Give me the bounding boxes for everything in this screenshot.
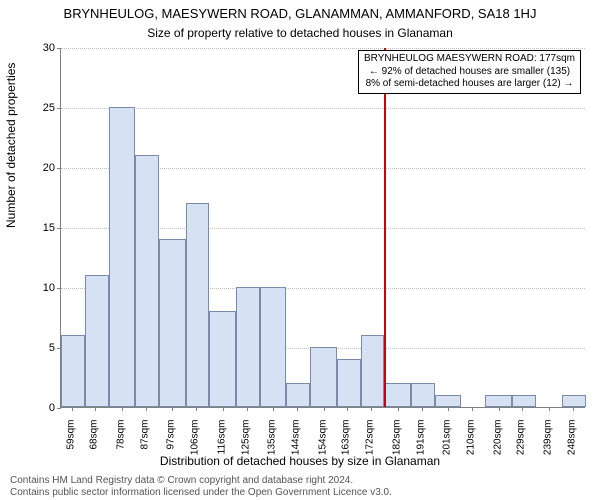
gridline: [61, 108, 585, 109]
x-tick-mark: [95, 407, 96, 411]
x-tick-mark: [196, 407, 197, 411]
page-title: BRYNHEULOG, MAESYWERN ROAD, GLANAMMAN, A…: [0, 6, 600, 21]
x-tick-mark: [273, 407, 274, 411]
histogram-bar: [85, 275, 109, 407]
x-tick-label: 68sqm: [89, 420, 100, 470]
x-tick-mark: [499, 407, 500, 411]
x-tick-label: 144sqm: [290, 420, 301, 470]
histogram-bar: [562, 395, 586, 407]
y-tick-label: 10: [25, 282, 55, 294]
property-marker-line: [384, 48, 386, 407]
x-tick-label: 210sqm: [465, 420, 476, 470]
x-tick-label: 135sqm: [267, 420, 278, 470]
histogram-bar: [186, 203, 210, 407]
annotation-line-2: ← 92% of detached houses are smaller (13…: [364, 66, 575, 79]
y-tick-mark: [57, 108, 61, 109]
y-tick-label: 30: [25, 42, 55, 54]
x-tick-mark: [573, 407, 574, 411]
annotation-line-1: BRYNHEULOG MAESYWERN ROAD: 177sqm: [364, 53, 575, 66]
y-tick-label: 20: [25, 162, 55, 174]
x-tick-label: 201sqm: [442, 420, 453, 470]
chart-plot-area: BRYNHEULOG MAESYWERN ROAD: 177sqm ← 92% …: [60, 48, 585, 408]
histogram-bar: [209, 311, 236, 407]
histogram-bar: [109, 107, 136, 407]
x-tick-label: 239sqm: [542, 420, 553, 470]
x-tick-mark: [347, 407, 348, 411]
y-tick-mark: [57, 288, 61, 289]
histogram-bar: [411, 383, 435, 407]
x-tick-mark: [549, 407, 550, 411]
x-tick-label: 78sqm: [115, 420, 126, 470]
x-tick-label: 97sqm: [166, 420, 177, 470]
x-tick-label: 172sqm: [365, 420, 376, 470]
gridline: [61, 48, 585, 49]
y-tick-mark: [57, 168, 61, 169]
histogram-bar: [384, 383, 411, 407]
histogram-bar: [135, 155, 159, 407]
histogram-bar: [286, 383, 310, 407]
x-tick-label: 116sqm: [216, 420, 227, 470]
x-tick-label: 59sqm: [65, 420, 76, 470]
x-tick-label: 154sqm: [317, 420, 328, 470]
x-tick-mark: [448, 407, 449, 411]
x-tick-label: 163sqm: [341, 420, 352, 470]
x-tick-label: 248sqm: [566, 420, 577, 470]
x-tick-mark: [398, 407, 399, 411]
x-tick-mark: [324, 407, 325, 411]
x-tick-mark: [72, 407, 73, 411]
y-tick-mark: [57, 48, 61, 49]
histogram-bar: [512, 395, 536, 407]
y-tick-label: 5: [25, 342, 55, 354]
x-tick-mark: [297, 407, 298, 411]
x-tick-mark: [371, 407, 372, 411]
page-subtitle: Size of property relative to detached ho…: [0, 26, 600, 40]
histogram-bar: [236, 287, 260, 407]
histogram-bar: [61, 335, 85, 407]
x-tick-label: 87sqm: [139, 420, 150, 470]
y-tick-label: 15: [25, 222, 55, 234]
histogram-bar: [159, 239, 186, 407]
histogram-bar: [310, 347, 337, 407]
x-tick-label: 182sqm: [391, 420, 402, 470]
x-tick-mark: [172, 407, 173, 411]
x-tick-mark: [522, 407, 523, 411]
y-tick-mark: [57, 408, 61, 409]
x-tick-label: 191sqm: [415, 420, 426, 470]
x-tick-mark: [247, 407, 248, 411]
x-tick-label: 125sqm: [240, 420, 251, 470]
annotation-line-3: 8% of semi-detached houses are larger (1…: [364, 78, 575, 91]
y-tick-label: 25: [25, 102, 55, 114]
x-tick-mark: [472, 407, 473, 411]
x-tick-label: 106sqm: [190, 420, 201, 470]
footer-copyright-1: Contains HM Land Registry data © Crown c…: [10, 475, 353, 486]
x-tick-mark: [146, 407, 147, 411]
x-tick-label: 229sqm: [516, 420, 527, 470]
footer-copyright-2: Contains public sector information licen…: [10, 487, 392, 498]
histogram-bar: [435, 395, 462, 407]
histogram-bar: [485, 395, 512, 407]
y-axis-label: Number of detached properties: [4, 63, 18, 228]
annotation-box: BRYNHEULOG MAESYWERN ROAD: 177sqm ← 92% …: [358, 50, 581, 94]
histogram-bar: [260, 287, 287, 407]
y-tick-mark: [57, 228, 61, 229]
histogram-bar: [337, 359, 361, 407]
x-tick-mark: [223, 407, 224, 411]
x-tick-label: 220sqm: [492, 420, 503, 470]
y-tick-label: 0: [25, 402, 55, 414]
x-tick-mark: [122, 407, 123, 411]
histogram-bar: [361, 335, 385, 407]
x-tick-mark: [422, 407, 423, 411]
